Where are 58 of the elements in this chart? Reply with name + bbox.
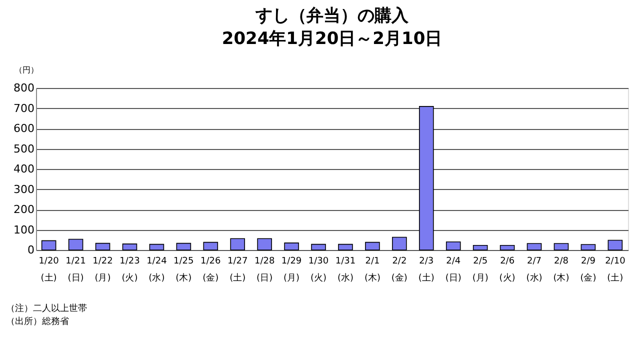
x-tick-label: 1/30 (火) (308, 256, 329, 284)
x-tick-label: 1/27 (土) (227, 256, 248, 284)
y-tick-label: 0 (28, 244, 34, 256)
x-tick-label: 2/3 (土) (418, 256, 434, 284)
bar (41, 240, 56, 250)
x-tick-label: 1/28 (日) (254, 256, 275, 284)
bar (554, 243, 569, 250)
x-tick-label: 2/2 (金) (391, 256, 408, 284)
bar (149, 244, 164, 250)
text: （注）二人以上世帯 (6, 303, 87, 314)
text: （出所）総務省 (6, 316, 69, 327)
chart-subtitle: 2024年1月20日～2月10日 (222, 29, 442, 49)
x-tick-label: 2/7 (水) (526, 256, 542, 284)
bar (257, 238, 272, 250)
chart-title: すし（弁当）の購入 (254, 6, 410, 26)
y-tick-label: 300 (14, 182, 34, 196)
x-tick-label: 2/10 (土) (605, 256, 626, 284)
bar (122, 244, 138, 250)
x-tick-label: 2/6 (火) (499, 256, 516, 284)
bar (338, 244, 353, 250)
bar (526, 243, 542, 250)
x-tick-label: 2/4 (日) (445, 256, 462, 284)
bar (472, 244, 488, 250)
x-tick-label: 1/22 (月) (92, 256, 113, 284)
y-tick-label: 600 (14, 122, 34, 135)
bar (176, 242, 192, 250)
bar (95, 242, 110, 250)
x-tick-label: 1/25 (木) (174, 256, 194, 284)
bar (608, 240, 623, 250)
y-axis-title: （円） (14, 66, 38, 74)
bar (580, 244, 596, 250)
bar (68, 238, 84, 250)
bar (418, 106, 434, 250)
bar (203, 242, 218, 250)
x-tick-label: 2/8 (木) (553, 256, 570, 284)
y-tick-label: 100 (14, 223, 34, 236)
y-tick-label: 800 (14, 82, 34, 94)
x-tick-label: 1/24 (水) (146, 256, 168, 284)
y-tick-label: 400 (14, 162, 34, 176)
y-tick-label: 500 (14, 142, 34, 156)
bar (392, 236, 407, 250)
bar (230, 238, 246, 250)
x-tick-label: 1/29 (月) (281, 256, 302, 284)
bar (284, 242, 299, 250)
x-tick-label: 1/23 (火) (120, 256, 140, 284)
bar (500, 244, 515, 250)
x-tick-label: 2/9 (金) (580, 256, 596, 284)
bar (446, 242, 461, 250)
y-tick-label: 700 (14, 102, 34, 115)
bar (365, 242, 380, 250)
x-tick-label: 1/20 (土) (38, 256, 60, 284)
y-tick-label: 200 (14, 203, 34, 216)
x-tick-label: 1/26 (金) (200, 256, 222, 284)
x-tick-label: 2/5 (月) (472, 256, 488, 284)
x-tick-label: 1/31 (水) (335, 256, 356, 284)
x-tick-label: 2/1 (木) (364, 256, 380, 284)
x-tick-label: 1/21 (日) (66, 256, 86, 284)
bar (311, 244, 326, 250)
